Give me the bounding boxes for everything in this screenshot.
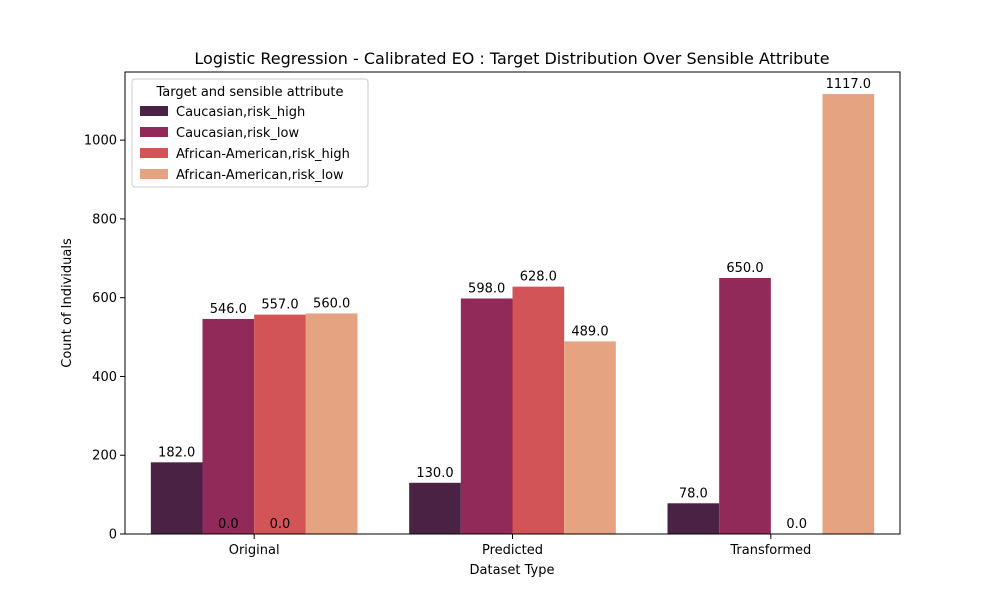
bar-value-label: 489.0 bbox=[571, 324, 608, 339]
y-tick-label: 200 bbox=[92, 449, 117, 464]
chart-title: Logistic Regression - Calibrated EO : Ta… bbox=[194, 49, 829, 68]
legend-swatch bbox=[140, 169, 168, 179]
bar-value-label: 0.0 bbox=[786, 517, 807, 532]
bar-value-label: 598.0 bbox=[468, 281, 505, 296]
legend-swatch bbox=[140, 148, 168, 158]
legend-entry-label: African-American,risk_low bbox=[176, 168, 344, 183]
legend-entry-label: Caucasian,risk_high bbox=[176, 105, 305, 120]
x-tick-label: Original bbox=[229, 543, 280, 558]
x-axis: Original Predicted Transformed bbox=[229, 534, 811, 558]
legend-entry-label: Caucasian,risk_low bbox=[176, 126, 299, 141]
legend-title: Target and sensible attribute bbox=[155, 85, 343, 100]
x-axis-label: Dataset Type bbox=[470, 563, 555, 578]
y-axis: 0 200 400 600 800 1000 bbox=[84, 134, 125, 543]
legend-entry-label: African-American,risk_high bbox=[176, 147, 350, 162]
bar-value-label: 182.0 bbox=[158, 445, 195, 460]
bar-value-label: 650.0 bbox=[726, 261, 763, 276]
bar-value-label: 560.0 bbox=[313, 296, 350, 311]
bar-1-2 bbox=[719, 277, 771, 534]
x-tick-label: Predicted bbox=[482, 543, 543, 558]
bar-0-0 bbox=[150, 462, 203, 534]
legend-swatch bbox=[140, 106, 168, 116]
bar-value-label: 1117.0 bbox=[826, 77, 872, 92]
bar-value-label-extra: 0.0 bbox=[270, 517, 291, 532]
bar-0-2 bbox=[667, 503, 720, 534]
y-tick-label: 600 bbox=[92, 291, 117, 306]
bar-1-0 bbox=[202, 318, 255, 534]
bar-1-1 bbox=[460, 298, 513, 534]
bar-2-1 bbox=[512, 286, 565, 534]
y-tick-label: 800 bbox=[92, 212, 117, 227]
y-tick-label: 1000 bbox=[84, 134, 117, 149]
bar-0-1 bbox=[409, 482, 461, 534]
y-axis-label: Count of Individuals bbox=[60, 238, 75, 368]
bar-labels-layer: 182.0 130.0 78.0 546.0 598.0 650.0 557.0 628.0 0… bbox=[158, 77, 871, 532]
legend: Target and sensible attribute Caucasian,… bbox=[131, 78, 369, 188]
x-tick-label: Transformed bbox=[729, 543, 811, 558]
bar-value-label: 628.0 bbox=[520, 270, 557, 285]
bar-3-0 bbox=[305, 313, 358, 534]
y-tick-label: 0 bbox=[109, 528, 117, 543]
legend-items: Caucasian,risk_high Caucasian,risk_low Afr… bbox=[140, 105, 350, 183]
bar-2-0 bbox=[254, 314, 306, 534]
bar-3-2 bbox=[822, 94, 875, 534]
bars-layer bbox=[150, 94, 875, 534]
bar-3-1 bbox=[564, 341, 616, 534]
legend-box bbox=[131, 78, 369, 188]
legend-swatch bbox=[140, 127, 168, 137]
y-tick-label: 400 bbox=[92, 370, 117, 385]
bar-value-label: 78.0 bbox=[679, 486, 708, 501]
bar-value-label-extra: 0.0 bbox=[218, 517, 239, 532]
bar-value-label: 130.0 bbox=[416, 466, 453, 481]
bar-value-label: 546.0 bbox=[210, 302, 247, 317]
bar-value-label: 557.0 bbox=[261, 298, 298, 313]
